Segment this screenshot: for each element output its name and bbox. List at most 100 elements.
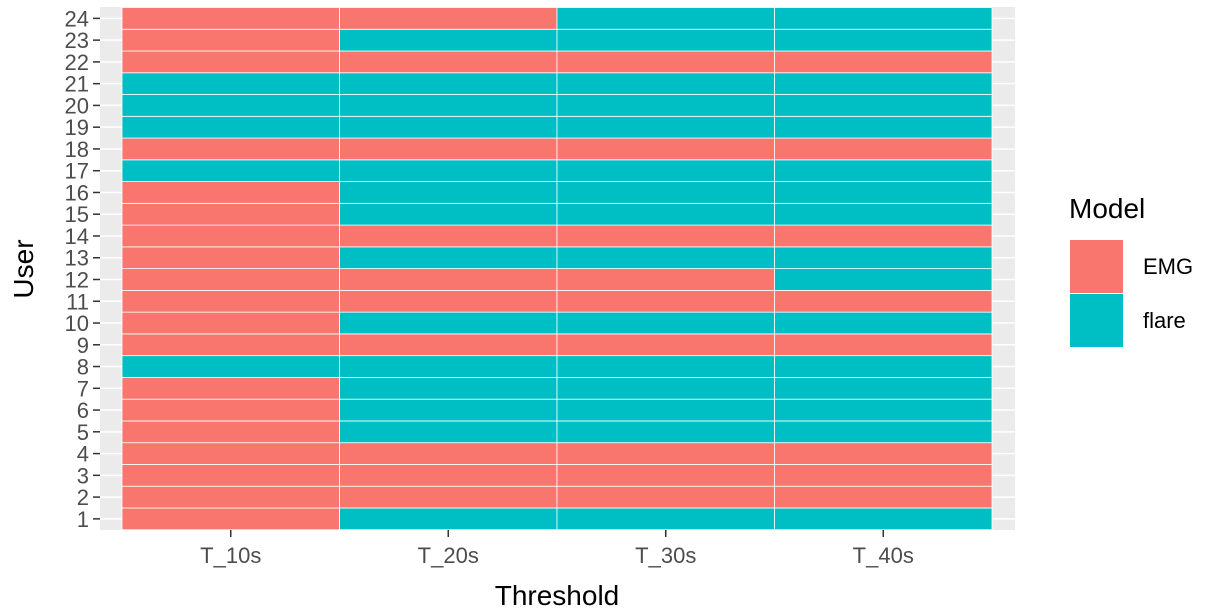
x-tick-label: T_30s [635,543,696,568]
heatmap-cell: 13 / T_30s: flare [556,246,775,270]
heatmap-cell: 21 / T_10s: flare [121,72,340,95]
y-tick-label: 14 [65,224,89,249]
heatmap-cell: 6 / T_10s: EMG [121,398,340,422]
heatmap-cell: 18 / T_20s: EMG [339,137,558,161]
heatmap-cell: 13 / T_40s: flare [774,246,993,270]
y-axis-title: User [8,239,39,298]
heatmap-cell: 9 / T_20s: EMG [339,333,558,357]
heatmap-cell: 5 / T_10s: EMG [121,420,340,444]
heatmap-cell: 18 / T_30s: EMG [556,137,775,161]
heatmap-cell: 2 / T_10s: EMG [121,485,340,509]
heatmap-cell: 4 / T_20s: EMG [339,442,558,465]
heatmap-cell: 22 / T_20s: EMG [339,50,558,74]
heatmap-cell: 17 / T_30s: flare [556,159,775,182]
y-tick-label: 23 [65,28,89,53]
x-tick-label: T_10s [200,543,261,568]
heatmap-cell: 4 / T_40s: EMG [774,442,993,465]
y-tick-label: 22 [65,50,89,75]
heatmap-cell: 12 / T_10s: EMG [121,268,340,291]
heatmap-cell: 1 / T_10s: EMG [121,507,340,531]
heatmap-cell: 20 / T_40s: flare [774,94,993,117]
heatmap-cell: 23 / T_30s: flare [556,28,775,52]
heatmap-cell: 7 / T_40s: flare [774,377,993,400]
heatmap-cell: 14 / T_20s: EMG [339,224,558,248]
y-tick-label: 16 [65,180,89,205]
heatmap-cell: 16 / T_40s: flare [774,181,993,204]
heatmap-cell: 17 / T_40s: flare [774,159,993,182]
heatmap-cell: 15 / T_10s: EMG [121,202,340,226]
heatmap-cell: 1 / T_20s: flare [339,507,558,531]
heatmap-cell: 13 / T_20s: flare [339,246,558,270]
heatmap-cell: 6 / T_40s: flare [774,398,993,422]
x-tick-label: T_20s [418,543,479,568]
heatmap-cell: 15 / T_30s: flare [556,202,775,226]
y-tick-label: 13 [65,246,89,271]
y-tick-label: 24 [65,6,89,31]
y-tick-label: 10 [65,311,89,336]
heatmap-cell: 15 / T_40s: flare [774,202,993,226]
heatmap-cell: 6 / T_20s: flare [339,398,558,422]
y-tick-label: 1 [77,507,89,532]
heatmap-cell: 23 / T_20s: flare [339,28,558,52]
heatmap-cell: 16 / T_30s: flare [556,181,775,204]
heatmap-cell: 5 / T_40s: flare [774,420,993,444]
heatmap-cell: 8 / T_40s: flare [774,355,993,378]
heatmap-cell: 7 / T_30s: flare [556,377,775,400]
y-tick-label: 7 [77,376,89,401]
heatmap-cell: 2 / T_30s: EMG [556,485,775,509]
heatmap-cell: 5 / T_20s: flare [339,420,558,444]
heatmap-cell: 14 / T_10s: EMG [121,224,340,248]
heatmap-cell: 3 / T_30s: EMG [556,464,775,487]
y-tick-label: 5 [77,420,89,445]
heatmap-cell: 12 / T_30s: EMG [556,268,775,291]
legend-label-emg: EMG [1143,254,1193,279]
heatmap-cell: 20 / T_20s: flare [339,94,558,117]
heatmap-cell: 11 / T_30s: EMG [556,289,775,313]
heatmap-cell: 6 / T_30s: flare [556,398,775,422]
heatmap-cell: 11 / T_40s: EMG [774,289,993,313]
heatmap-cell: 14 / T_40s: EMG [774,224,993,248]
legend-items: EMG flare [1070,240,1193,347]
heatmap-cell: 21 / T_20s: flare [339,72,558,95]
y-tick-label: 2 [77,485,89,510]
heatmap-cell: 11 / T_20s: EMG [339,289,558,313]
x-axis: T_10s T_20s T_30s T_40s [200,530,914,568]
y-tick-label: 9 [77,333,89,358]
x-tick-label: T_40s [853,543,914,568]
heatmap-cell: 20 / T_30s: flare [556,94,775,117]
heatmap-cell: 24 / T_30s: flare [556,7,775,30]
heatmap-cell: 2 / T_40s: EMG [774,485,993,509]
y-tick-label: 8 [77,355,89,380]
heatmap-cell: 5 / T_30s: flare [556,420,775,444]
heatmap-cell: 4 / T_30s: EMG [556,442,775,465]
y-tick-label: 15 [65,202,89,227]
heatmap-cell: 10 / T_10s: EMG [121,311,340,335]
heatmap-cell: 18 / T_40s: EMG [774,137,993,161]
heatmap-cell: 23 / T_40s: flare [774,28,993,52]
heatmap-cell: 17 / T_20s: flare [339,159,558,182]
heatmap-cell: 11 / T_10s: EMG [121,289,340,313]
heatmap-cell: 16 / T_10s: EMG [121,181,340,204]
heatmap-cell: 21 / T_30s: flare [556,72,775,95]
heatmap-cell: 1 / T_30s: flare [556,507,775,531]
heatmap-cell: 19 / T_40s: flare [774,115,993,139]
y-tick-label: 18 [65,137,89,162]
heatmap-cell: 16 / T_20s: flare [339,181,558,204]
heatmap-cell: 22 / T_30s: EMG [556,50,775,74]
heatmap-cell: 21 / T_40s: flare [774,72,993,95]
y-tick-label: 17 [65,159,89,184]
y-tick-label: 19 [65,115,89,140]
x-axis-title: Threshold [495,580,620,611]
heatmap-cells: 1 / T_10s: EMG1 / T_20s: flare1 / T_30s:… [121,7,993,531]
y-tick-label: 4 [77,442,89,467]
legend: Model EMG flare [1069,193,1193,347]
heatmap-cell: 23 / T_10s: EMG [121,28,340,52]
y-tick-label: 6 [77,398,89,423]
heatmap-cell: 20 / T_10s: flare [121,94,340,117]
heatmap-cell: 14 / T_30s: EMG [556,224,775,248]
heatmap-cell: 22 / T_10s: EMG [121,50,340,74]
heatmap-cell: 9 / T_40s: EMG [774,333,993,357]
y-tick-label: 20 [65,93,89,118]
heatmap-cell: 2 / T_20s: EMG [339,485,558,509]
y-tick-label: 12 [65,268,89,293]
